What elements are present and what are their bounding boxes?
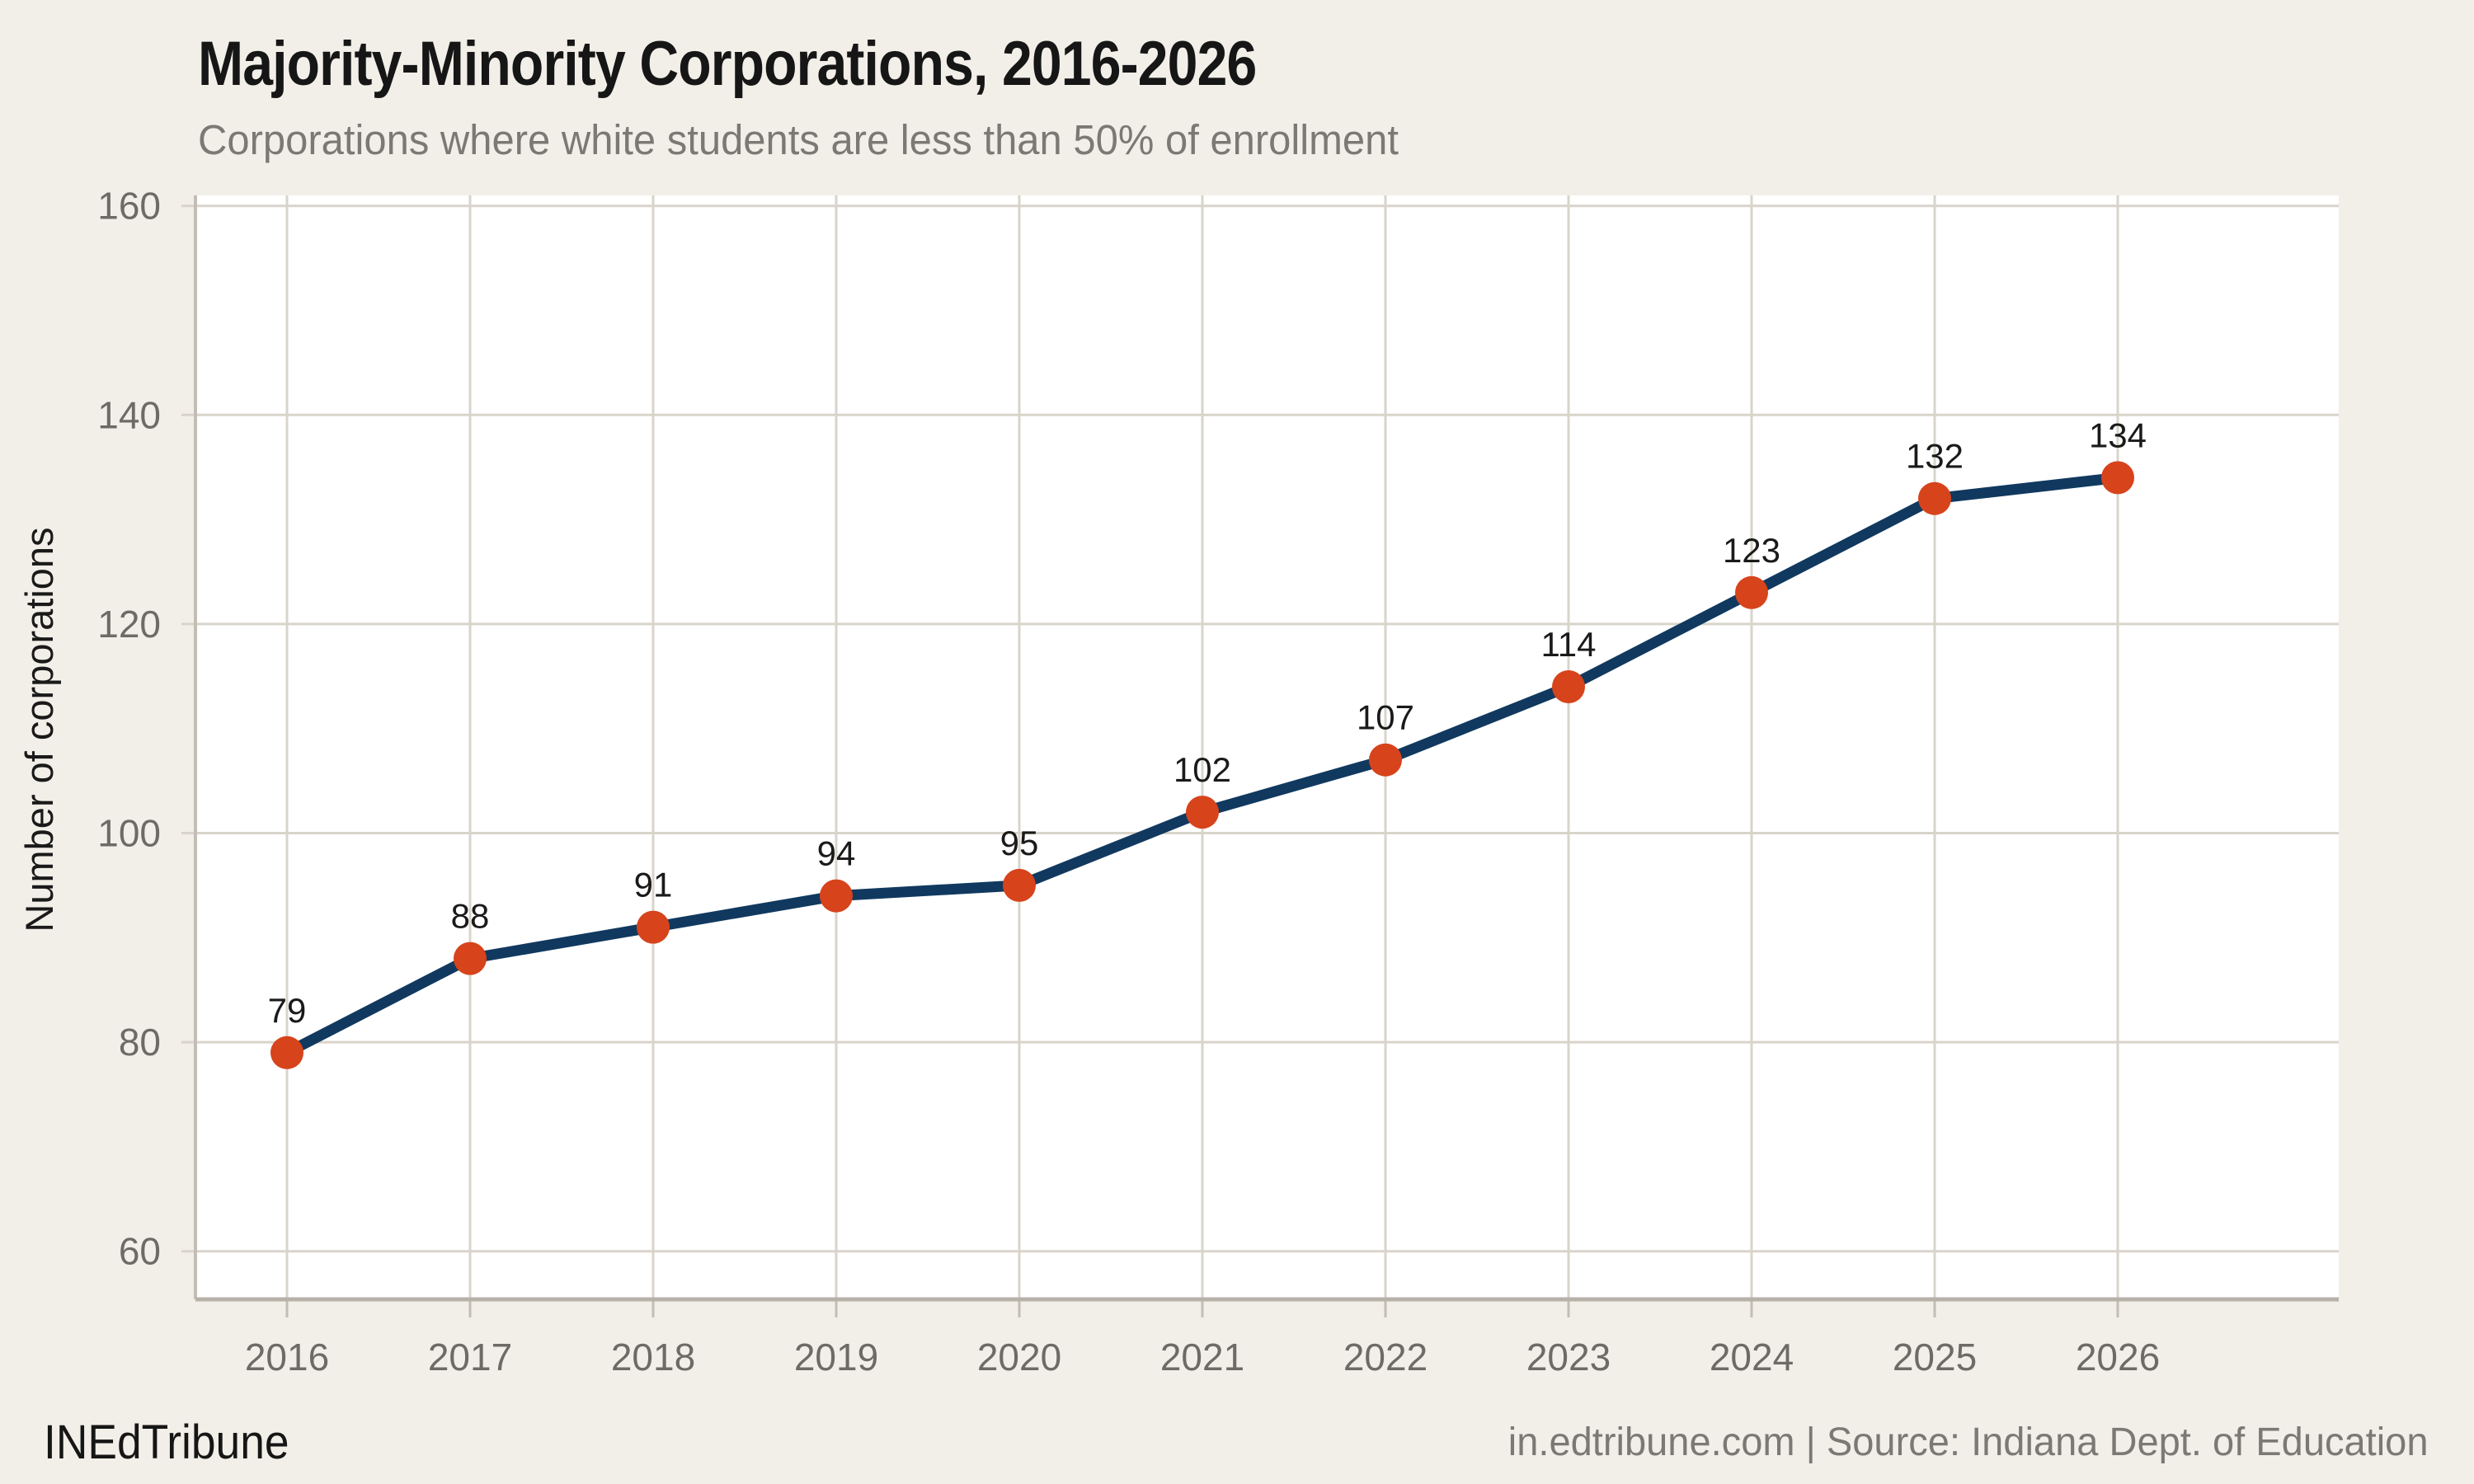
- data-point: [1918, 481, 1951, 515]
- x-tick-label: 2017: [428, 1336, 512, 1378]
- data-point: [454, 942, 487, 975]
- data-point: [270, 1036, 303, 1069]
- data-point: [1369, 743, 1402, 777]
- y-tick-label: 60: [119, 1230, 161, 1273]
- data-point: [1186, 796, 1219, 829]
- point-label: 123: [1723, 531, 1780, 570]
- chart-title: Majority-Minority Corporations, 2016-202…: [198, 29, 1257, 99]
- data-point: [637, 910, 670, 944]
- x-tick-label: 2016: [245, 1336, 329, 1378]
- x-tick-label: 2020: [977, 1336, 1061, 1378]
- point-label: 95: [1000, 824, 1039, 862]
- data-point: [2101, 461, 2134, 495]
- chart-subtitle: Corporations where white students are le…: [198, 116, 1399, 163]
- x-tick-label: 2022: [1343, 1336, 1427, 1378]
- point-label: 79: [268, 991, 307, 1030]
- x-tick-label: 2018: [611, 1336, 695, 1378]
- y-tick-label: 160: [97, 185, 161, 228]
- x-tick-label: 2026: [2076, 1336, 2160, 1378]
- point-label: 107: [1357, 698, 1414, 737]
- brand-logo-text: INEdTribune: [44, 1416, 289, 1469]
- y-tick-label: 120: [97, 603, 161, 646]
- y-axis-title: Number of corporations: [17, 527, 61, 932]
- point-label: 94: [817, 834, 856, 873]
- y-tick-label: 100: [97, 812, 161, 855]
- point-label: 91: [634, 866, 673, 904]
- x-tick-label: 2019: [794, 1336, 878, 1378]
- plot-area: [195, 195, 2339, 1299]
- data-point: [820, 879, 853, 913]
- x-tick-label: 2021: [1160, 1336, 1244, 1378]
- source-attribution: in.edtribune.com | Source: Indiana Dept.…: [1507, 1421, 2428, 1464]
- point-label: 88: [451, 897, 490, 936]
- x-tick-label: 2023: [1526, 1336, 1611, 1378]
- point-label: 132: [1906, 437, 1964, 476]
- data-point: [1003, 868, 1036, 902]
- y-tick-label: 80: [119, 1021, 161, 1064]
- x-tick-label: 2025: [1893, 1336, 1977, 1378]
- data-point: [1735, 575, 1768, 609]
- point-label: 114: [1541, 625, 1597, 664]
- x-tick-label: 2024: [1710, 1336, 1794, 1378]
- point-label: 102: [1174, 750, 1231, 789]
- y-tick-label: 140: [97, 393, 161, 436]
- data-point: [1552, 670, 1585, 703]
- point-label: 134: [2089, 416, 2147, 454]
